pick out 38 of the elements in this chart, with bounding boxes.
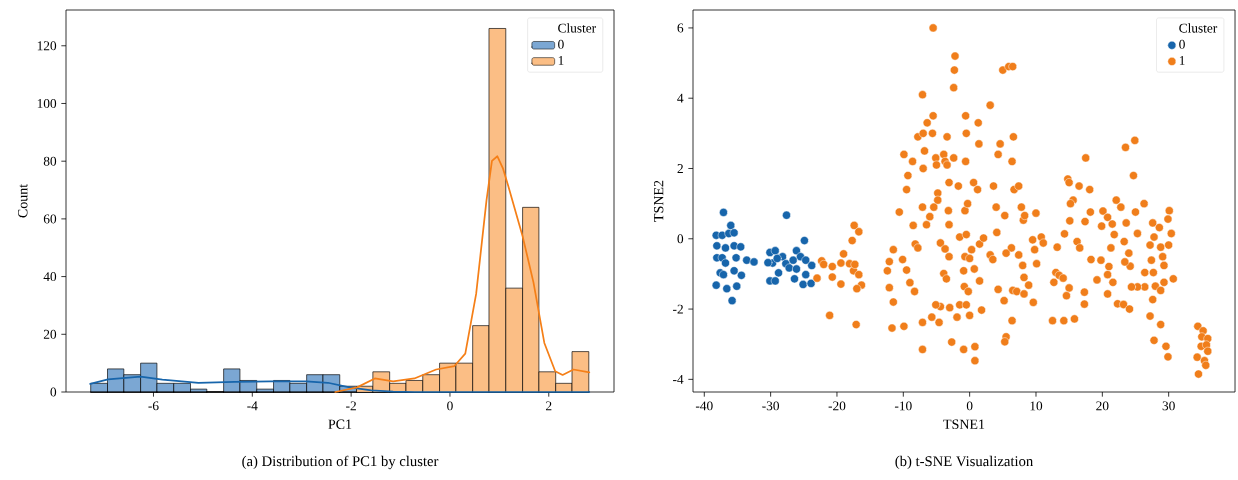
legend-label: 0 — [558, 39, 564, 49]
y-tick-label: 4 — [677, 93, 684, 103]
x-tick-label: -2 — [346, 401, 356, 411]
x-tick-label: 0 — [447, 401, 453, 411]
y-tick-label: 80 — [43, 156, 57, 166]
y-tick-label: 40 — [43, 272, 57, 282]
x-tick-label: -6 — [148, 401, 159, 411]
x-tick-label: 30 — [1162, 401, 1175, 411]
legend-title: Cluster — [558, 23, 597, 33]
legend-label: 0 — [1179, 39, 1185, 49]
y-tick-label: 6 — [677, 23, 684, 33]
text: (a) Distribution of PC1 by cluster — [242, 455, 439, 470]
legend-title: Cluster — [1179, 23, 1218, 33]
x-tick-label: 10 — [1030, 401, 1043, 411]
x-tick-label: -30 — [762, 401, 780, 411]
x-tick-label: 20 — [1096, 401, 1109, 411]
x-tick-label: -20 — [828, 401, 846, 411]
y-tick-label: -2 — [673, 304, 683, 314]
x-tick-label: -10 — [894, 401, 912, 411]
legend-label: 1 — [558, 56, 564, 65]
text: (b) t-SNE Visualization — [895, 455, 1034, 470]
x-tick-label: 2 — [546, 401, 552, 411]
y-tick-label: 100 — [37, 98, 57, 108]
y-tick-label: 0 — [50, 387, 57, 397]
x-tick-label: -40 — [695, 401, 713, 411]
y-tick-label: 0 — [677, 234, 684, 244]
x-tick-label: -4 — [247, 401, 258, 411]
x-axis-title: TSNE1 — [943, 419, 985, 429]
y-tick-label: 20 — [43, 329, 57, 339]
y-tick-label: -4 — [673, 374, 684, 384]
y-tick-label: 120 — [37, 41, 57, 51]
y-axis-title: TSNE2 — [653, 180, 664, 222]
x-axis-title: PC1 — [328, 419, 352, 429]
y-axis-title: Count — [18, 183, 28, 218]
y-tick-label: 2 — [677, 164, 683, 173]
y-tick-label: 60 — [43, 214, 57, 224]
legend-label: 1 — [1179, 56, 1185, 65]
x-tick-label: 0 — [966, 401, 973, 411]
